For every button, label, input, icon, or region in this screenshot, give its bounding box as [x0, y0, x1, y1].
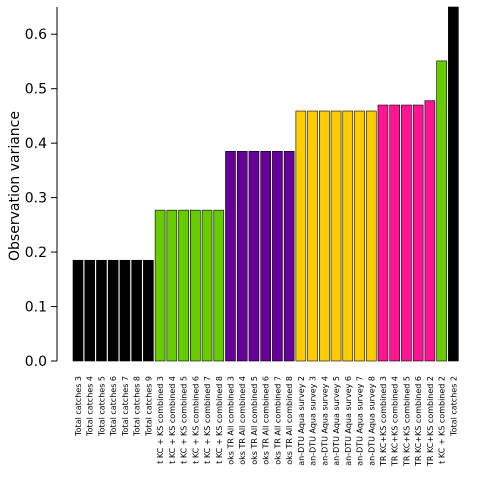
- bar: [377, 104, 389, 362]
- bar: [143, 259, 154, 362]
- bar: [424, 100, 436, 362]
- x-tick-label: t KC + KS combined 8: [215, 376, 224, 464]
- bar: [436, 60, 447, 362]
- y-tick-label: 0.2: [25, 245, 47, 261]
- y-axis-label: Observation variance: [7, 111, 23, 261]
- x-tick-label: an-DTU Aqua survey 5: [332, 376, 341, 466]
- bar: [260, 151, 271, 362]
- x-tick-label: Total catches 4: [86, 376, 95, 437]
- x-tick-label: an-DTU Aqua survey 6: [344, 376, 353, 466]
- bar: [178, 209, 189, 362]
- bar: [201, 209, 213, 362]
- x-tick-label: t KC + KS combined 2: [438, 376, 447, 464]
- x-tick-label: TR KC+KS combined 3: [379, 376, 388, 467]
- bar: [295, 110, 307, 362]
- bar: [389, 104, 401, 362]
- bar: [107, 259, 119, 362]
- x-tick-label: Total catches 3: [74, 376, 83, 437]
- bar: [154, 209, 166, 362]
- bar: [119, 259, 131, 362]
- bar: [236, 151, 248, 362]
- x-tick-label: t KC + KS combined 6: [191, 376, 200, 464]
- x-tick-label: an-DTU Aqua survey 4: [320, 376, 329, 466]
- bar: [84, 259, 96, 362]
- x-tick-label: Total catches 8: [133, 376, 142, 437]
- y-tick-label: 0.3: [25, 191, 47, 207]
- bar: [248, 151, 260, 362]
- y-tick-label: 0.6: [25, 27, 47, 43]
- x-tick-label: an-DTU Aqua survey 7: [356, 376, 365, 466]
- x-tick-label: oks TR All combined 3: [226, 376, 235, 465]
- x-tick-label: an-DTU Aqua survey 8: [367, 376, 376, 466]
- x-tick-label: an-DTU Aqua survey 2: [297, 376, 306, 466]
- bar: [307, 110, 318, 362]
- y-tick-label: 0.0: [25, 354, 47, 370]
- y-tick-label: 0.5: [25, 82, 47, 98]
- bar: [272, 151, 283, 362]
- x-tick-label: Total catches 7: [121, 376, 130, 437]
- x-tick-label: Total catches 6: [109, 376, 118, 437]
- bars: [72, 6, 459, 362]
- bar: [342, 110, 354, 362]
- x-tick-label: oks TR All combined 7: [273, 376, 282, 465]
- x-tick-label: oks TR All combined 6: [262, 376, 271, 465]
- x-tick-label: oks TR All combined 5: [250, 376, 259, 465]
- bar: [401, 104, 412, 362]
- bar: [213, 209, 225, 362]
- bar: [131, 259, 142, 362]
- bar: [354, 110, 365, 362]
- y-tick-label: 0.1: [25, 300, 47, 316]
- x-tick-label: oks TR All combined 4: [238, 376, 247, 465]
- x-tick-label: t KC + KS combined 4: [168, 376, 177, 464]
- bar: [225, 151, 236, 362]
- bar: [96, 259, 107, 362]
- x-tick-label: TR KC+KS combined 5: [402, 376, 411, 467]
- x-tick-label: TR KC+KS combined 4: [391, 376, 400, 467]
- bar: [190, 209, 201, 362]
- x-tick-labels: Total catches 3 Total catches 4 Total catc…: [74, 376, 458, 467]
- x-tick-label: t KC + KS combined 3: [156, 376, 165, 464]
- y-tick-label: 0.4: [25, 136, 47, 152]
- bar: [166, 209, 178, 362]
- bar: [72, 259, 84, 362]
- bar: [319, 110, 330, 362]
- x-tick-label: Total catches 9: [144, 376, 153, 437]
- x-tick-label: TR KC+KS combined 6: [414, 376, 423, 467]
- y-axis: 0.0 0.1 0.2 0.3 0.4 0.5 0.6: [25, 7, 58, 370]
- x-tick-label: Total catches 5: [97, 376, 106, 437]
- x-tick-label: t KC + KS combined 5: [180, 376, 189, 464]
- bar: [448, 6, 459, 362]
- x-tick-label: Total catches 2: [449, 376, 458, 437]
- x-tick-label: oks TR All combined 8: [285, 376, 294, 465]
- bar: [365, 110, 377, 362]
- bar: [330, 110, 342, 362]
- bar: [283, 151, 295, 362]
- x-tick-label: an-DTU Aqua survey 3: [309, 376, 318, 466]
- x-tick-label: t KC + KS combined 7: [203, 376, 212, 464]
- x-tick-label: TR KC+KS combined 2: [426, 376, 435, 467]
- bar: [412, 104, 424, 362]
